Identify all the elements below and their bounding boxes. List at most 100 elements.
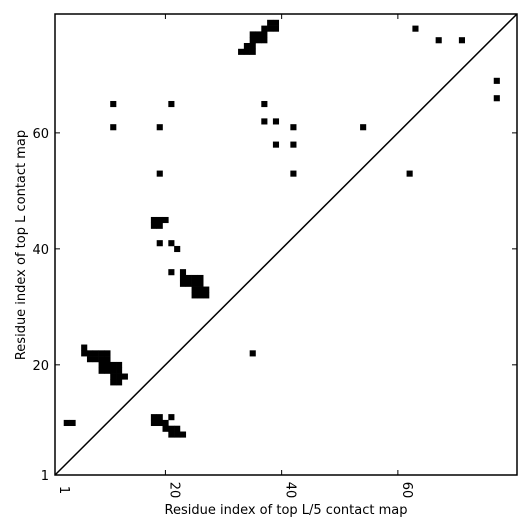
contact-point [156,419,163,427]
contact-point [98,361,105,369]
contact-point [179,269,187,276]
contact-point [156,414,163,421]
contact-point [191,274,198,282]
contact-point [290,124,297,131]
contact-point [156,216,163,224]
contact-point [104,361,111,369]
contact-point [168,414,175,421]
contact-point [81,344,88,351]
contact-point [86,356,94,363]
contact-point [197,286,204,293]
contact-point [243,48,250,55]
contact-point [238,48,245,55]
contact-point [290,170,297,177]
contact-point [261,100,268,108]
contact-point [98,367,105,374]
contact-point [191,292,198,299]
contact-point [156,124,163,131]
contact-point [261,25,268,32]
contact-point [150,222,157,229]
x-tick-label: 60 [399,482,414,499]
contact-point [191,286,198,293]
contact-point [110,379,117,386]
contact-point [267,25,274,32]
contact-point [261,37,268,44]
contact-point [86,350,94,357]
contact-point [110,100,117,108]
contact-point [168,269,175,276]
contact-point [360,124,367,131]
contact-point [249,350,256,357]
contact-point [98,356,105,363]
contact-point [168,431,175,438]
contact-point [272,25,280,32]
contact-point [168,240,175,247]
contact-point [104,367,111,374]
y-tick-label: 20 [32,359,49,374]
contact-point [412,25,419,32]
diagonal-line [54,13,518,476]
contact-point [272,19,280,26]
contact-point [197,292,204,299]
contact-point [110,361,117,369]
contact-point [267,19,274,26]
x-tick-label: 20 [166,482,181,499]
contact-point [174,245,181,253]
contact-point [493,77,500,84]
contact-point [110,367,117,374]
contact-point [150,216,157,224]
contact-point [116,367,123,374]
contact-point [168,100,175,108]
contact-point [63,419,70,427]
contact-point [406,170,413,177]
contact-point [249,42,256,50]
y-tick-label: 60 [32,127,49,142]
contact-point [185,274,192,282]
contact-point [261,31,268,38]
contact-point [197,274,204,282]
contact-point [435,37,442,44]
x-tick-label: 1 [56,486,71,494]
contact-point [104,350,111,357]
contact-point [98,350,105,357]
contact-point [458,37,465,44]
contact-point [156,222,163,229]
contact-point [203,286,210,293]
contact-point [179,280,187,287]
contact-point [249,31,256,38]
contact-point [179,431,187,438]
contact-point [162,216,169,224]
plot-frame [54,13,518,476]
contact-point [179,274,187,282]
contact-point [116,373,123,380]
contact-point [191,280,198,287]
contact-point [255,37,262,44]
contact-point [493,95,500,102]
contact-point [174,425,181,432]
contact-point [249,48,256,55]
contact-point [156,170,163,177]
contact-point [255,31,262,38]
contact-point [81,350,88,357]
contact-point [197,280,204,287]
contact-point [261,118,268,125]
contact-point [249,37,256,44]
contact-point [110,124,117,131]
contact-point [104,356,111,363]
contact-point [162,425,169,432]
contact-point [174,431,181,438]
contact-point [92,356,99,363]
contact-point [272,118,280,125]
contact-point [243,42,250,50]
contact-point [116,379,123,386]
contact-point [69,419,76,427]
contact-point [92,350,99,357]
x-tick-label: 40 [283,482,298,499]
y-axis-label: Residue index of top L contact map [14,130,29,360]
contact-point [203,292,210,299]
contact-point [116,361,123,369]
x-axis-label: Residue index of top L/5 contact map [165,503,408,518]
contact-point [185,280,192,287]
contact-points [63,19,500,438]
